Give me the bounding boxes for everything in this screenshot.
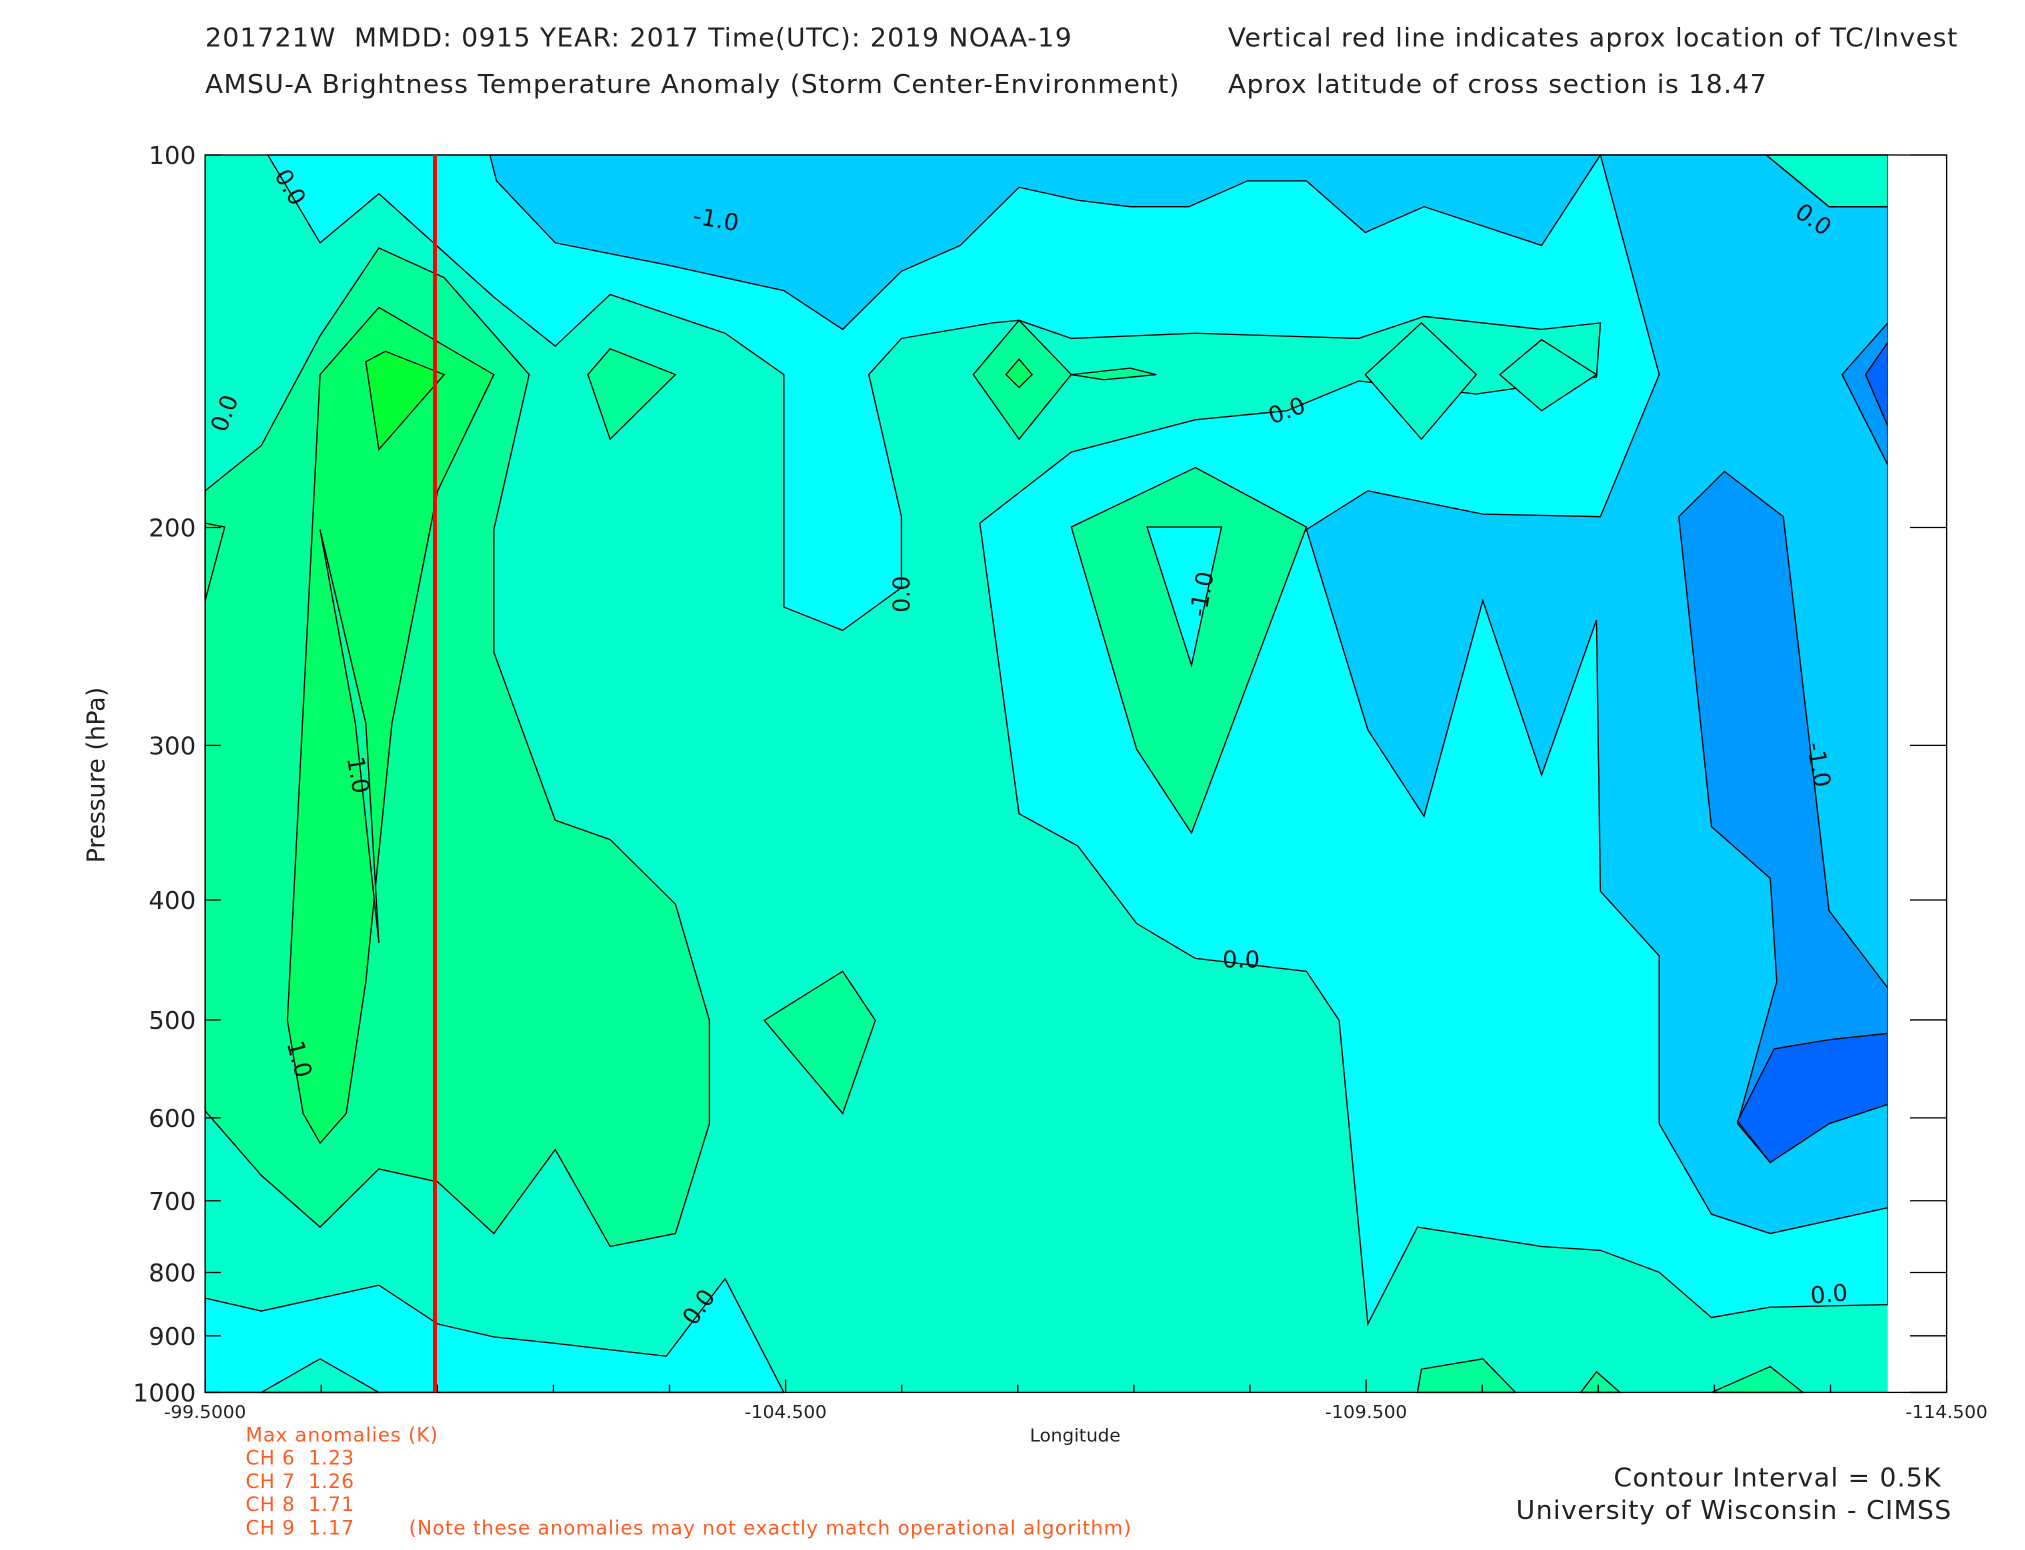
no-data-area — [1887, 155, 1947, 1393]
contour-region — [1146, 526, 1223, 668]
contour-interval: Contour Interval = 0.5K — [1614, 1464, 1942, 1494]
contour-region — [1498, 338, 1598, 412]
contour-region — [1071, 367, 1157, 381]
header-line: 201721W MMDD: 0915 YEAR: 2017 Time(UTC):… — [205, 24, 1072, 54]
header-line: Vertical red line indicates aprox locati… — [1228, 24, 1958, 54]
contour-field — [204, 154, 1947, 1394]
y-tick-label: 300 — [149, 732, 196, 761]
y-tick-label: 700 — [149, 1187, 196, 1216]
channel-value: 1.23 — [308, 1447, 354, 1470]
contour-region — [365, 350, 446, 451]
credit: University of Wisconsin - CIMSS — [1516, 1496, 1952, 1526]
channel-name: CH 7 — [246, 1470, 296, 1493]
channel-value: 1.26 — [308, 1470, 354, 1493]
y-tick-label: 1000 — [133, 1379, 196, 1408]
header-line: AMSU-A Brightness Temperature Anomaly (S… — [205, 70, 1180, 100]
contour-label: 0.0 — [1809, 1279, 1849, 1310]
anomalies-title: Max anomalies (K) — [246, 1424, 439, 1447]
header-line: Aprox latitude of cross section is 18.47 — [1228, 70, 1767, 100]
x-axis-label: Longitude — [1030, 1426, 1121, 1447]
y-axis-label: Pressure (hPa) — [81, 687, 110, 863]
channel-value: 1.17 — [308, 1517, 354, 1540]
anomalies-note: (Note these anomalies may not exactly ma… — [409, 1517, 1132, 1540]
x-tick-label: -99.5000 — [164, 1402, 246, 1423]
contour-label: 0.0 — [887, 576, 915, 613]
y-tick-label: 400 — [149, 886, 196, 915]
contour-region — [286, 306, 495, 1145]
contour-region — [266, 154, 1889, 1327]
y-tick-label: 600 — [149, 1104, 196, 1133]
channel-name: CH 9 — [246, 1517, 296, 1540]
contour-region — [319, 529, 380, 943]
y-tick-label: 900 — [149, 1322, 196, 1351]
contour-label: 1.0 — [341, 754, 375, 795]
y-tick-label: 800 — [149, 1259, 196, 1288]
x-tick-label: -114.500 — [1906, 1402, 1988, 1423]
contour-region — [763, 970, 877, 1115]
y-tick-label: 200 — [149, 514, 196, 543]
y-tick-label: 100 — [149, 141, 196, 170]
contour-region — [1005, 358, 1033, 389]
contour-region — [587, 347, 677, 441]
y-tick-label: 500 — [149, 1006, 196, 1035]
channel-name: CH 6 — [246, 1447, 296, 1470]
channel-name: CH 8 — [246, 1493, 296, 1516]
x-tick-label: -109.500 — [1325, 1402, 1407, 1423]
channel-value: 1.71 — [308, 1493, 354, 1516]
contour-label: 0.0 — [1222, 946, 1259, 974]
x-tick-label: -104.500 — [745, 1402, 827, 1423]
plot-frame — [204, 154, 1948, 1394]
contour-region — [489, 154, 1602, 331]
contour-region — [1364, 322, 1478, 441]
